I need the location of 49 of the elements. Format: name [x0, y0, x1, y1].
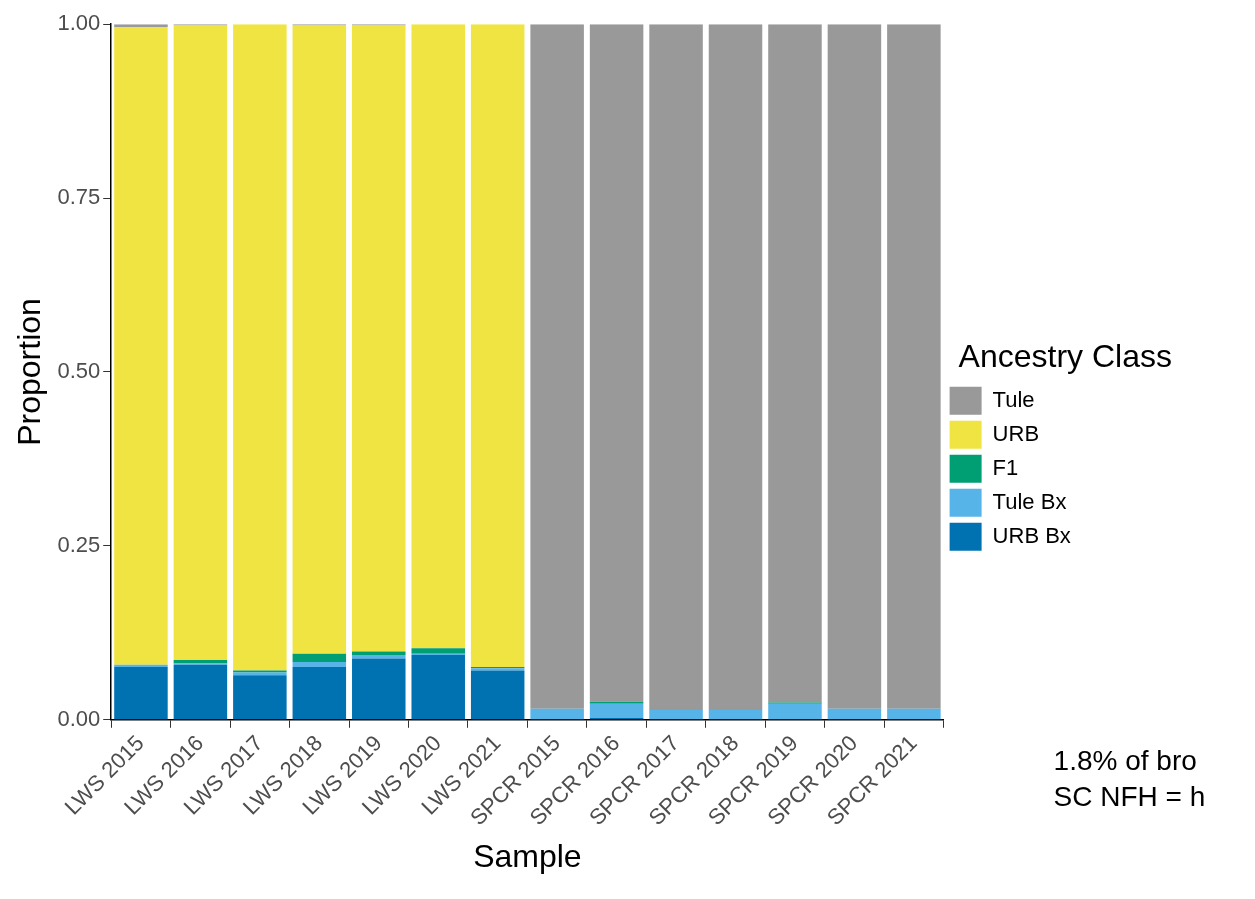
bar	[411, 24, 465, 649]
y-tick-label: 0.00	[57, 705, 101, 731]
legend-label: URB	[992, 420, 1040, 446]
text: SC NFH = h	[1053, 780, 1206, 812]
bar	[352, 25, 406, 652]
bar	[173, 664, 228, 720]
bar	[768, 24, 822, 703]
bar	[173, 25, 228, 660]
legend-label: F1	[992, 454, 1019, 480]
legend-label: Tule	[992, 386, 1035, 412]
bar	[708, 710, 763, 720]
bar	[827, 24, 882, 709]
bar	[292, 666, 347, 720]
bar	[233, 24, 287, 671]
legend-label: URB Bx	[992, 522, 1071, 548]
text: 1.8% of bro	[1053, 744, 1197, 776]
y-tick-label: 0.75	[57, 184, 101, 210]
bar	[470, 670, 525, 720]
bar	[887, 708, 941, 720]
bar	[530, 708, 584, 720]
bar	[649, 710, 703, 720]
bar	[352, 658, 406, 720]
y-tick-label: 0.50	[57, 358, 101, 384]
bar	[589, 24, 644, 702]
legend-title: Ancestry Class	[958, 338, 1172, 375]
bar	[114, 26, 168, 665]
bar	[768, 703, 822, 720]
y-tick-label: 1.00	[57, 10, 101, 36]
bar	[292, 25, 347, 654]
bar	[352, 655, 406, 659]
bar	[470, 24, 525, 667]
bar	[708, 24, 763, 711]
bar	[411, 655, 465, 720]
x-axis-title: Sample	[473, 837, 582, 874]
bar	[114, 666, 168, 720]
bar	[114, 664, 168, 667]
bar	[589, 701, 644, 704]
bar	[411, 648, 465, 654]
y-tick-label: 0.25	[57, 531, 101, 557]
bar	[233, 675, 287, 720]
bar	[887, 24, 941, 709]
y-axis-title: Proportion	[11, 298, 48, 446]
bar	[827, 708, 882, 720]
bar	[649, 24, 703, 711]
bar	[589, 703, 644, 718]
bar	[292, 653, 347, 663]
bar	[530, 24, 584, 709]
bar	[292, 662, 347, 667]
legend-label: Tule Bx	[992, 488, 1067, 514]
